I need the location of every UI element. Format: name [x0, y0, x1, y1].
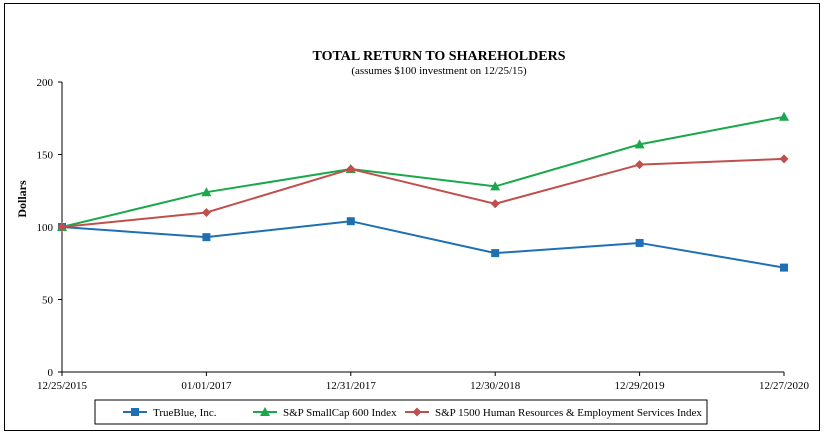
x-tick-label: 01/01/2017 [181, 380, 232, 392]
data-point [201, 208, 211, 217]
data-point [202, 233, 211, 242]
series-line [61, 115, 785, 228]
series-2 [57, 111, 789, 231]
data-point [490, 181, 501, 191]
chart-title: TOTAL RETURN TO SHAREHOLDERS [313, 49, 566, 64]
y-tick-label: 50 [42, 295, 54, 307]
data-point [634, 139, 645, 149]
data-point [201, 187, 212, 197]
legend-item: S&P 1500 Human Resources & Employment Se… [405, 407, 702, 419]
legend-box [94, 399, 708, 425]
data-point [346, 164, 356, 174]
x-ticks: 12/25/2015 01/01/2017 12/31/2017 12/30/2018… [37, 372, 810, 392]
x-tick-label: 12/25/2015 [37, 380, 88, 392]
legend-marker [131, 408, 139, 416]
y-axis-label: Dollars [15, 180, 29, 218]
series-1 [58, 217, 788, 272]
x-tick-label: 12/27/2020 [759, 380, 810, 392]
legend-label: S&P 1500 Human Resources & Employment Se… [435, 407, 702, 419]
y-tick-label: 200 [37, 77, 54, 89]
data-point [779, 111, 789, 121]
data-point [491, 249, 500, 258]
series-line [61, 220, 785, 269]
y-tick-label: 0 [48, 367, 54, 379]
y-tick-label: 150 [37, 150, 54, 162]
data-point [490, 199, 500, 209]
chart-subtitle: (assumes $100 investment on 12/25/15) [351, 65, 527, 77]
legend: TrueBlue, Inc. S&P SmallCap 600 Index S&P … [123, 407, 702, 419]
x-tick-label: 12/31/2017 [326, 380, 377, 392]
data-point [635, 238, 644, 247]
x-tick-label: 12/30/2018 [470, 380, 521, 392]
line-chart: TOTAL RETURN TO SHAREHOLDERS (assumes $1… [15, 49, 810, 425]
data-point [57, 222, 67, 232]
y-tick-label: 100 [37, 222, 54, 234]
legend-marker [260, 407, 270, 416]
series-3 [57, 154, 789, 232]
legend-item: TrueBlue, Inc. [123, 407, 217, 419]
legend-label: S&P SmallCap 600 Index [283, 407, 397, 419]
series-line [61, 157, 785, 228]
data-point [780, 263, 788, 272]
data-point [635, 160, 645, 170]
legend-label: TrueBlue, Inc. [153, 407, 217, 419]
x-tick-label: 12/29/2019 [615, 380, 666, 392]
legend-item: S&P SmallCap 600 Index [253, 407, 397, 419]
legend-marker [412, 407, 422, 417]
chart-frame: TOTAL RETURN TO SHAREHOLDERS (assumes $1… [4, 3, 820, 431]
series-group [57, 111, 789, 272]
data-point [779, 154, 789, 164]
data-point [346, 217, 355, 226]
